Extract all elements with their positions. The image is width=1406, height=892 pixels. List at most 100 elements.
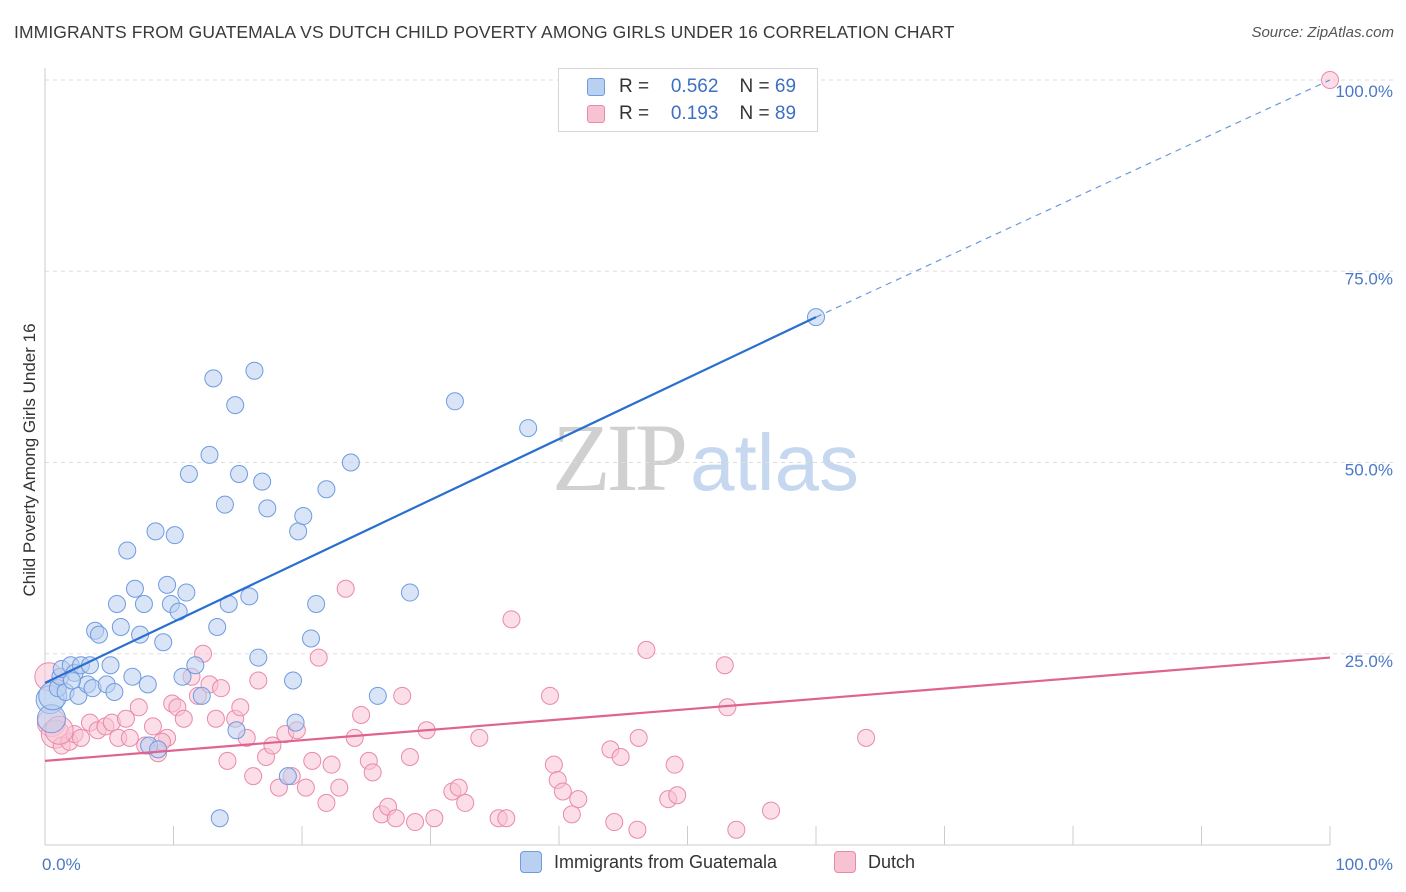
legend-n-label: N = [739,76,770,97]
series-swatch-guatemala [520,851,542,873]
dutch-point [116,709,135,728]
guatemala-point [286,713,305,732]
dutch-point [605,813,624,832]
dutch-point [309,648,328,667]
dutch-point [628,820,647,839]
dutch-point [71,728,90,747]
guatemala-point [284,671,303,690]
guatemala-point [111,617,130,636]
dutch-point [231,698,250,717]
dutch-point [296,778,315,797]
guatemala-point [138,675,157,694]
guatemala-point [215,495,234,514]
dutch-point [400,748,419,767]
y-tick-label: 75.0% [1345,269,1393,288]
series-legend-dutch[interactable]: Dutch [834,851,915,873]
guatemala-point [146,522,165,541]
dutch-point [762,801,781,820]
guatemala-point [249,648,268,667]
dutch-point [174,709,193,728]
dutch-point [637,640,656,659]
guatemala-point [173,667,192,686]
dutch-point [665,755,684,774]
guatemala-point [186,656,205,675]
dutch-point [143,717,162,736]
legend-r-value: 0.193 [670,103,719,124]
guatemala-point [240,587,259,606]
series-swatch-dutch [834,851,856,873]
guatemala-point [227,721,246,740]
dutch-point [352,705,371,724]
guatemala-point [210,809,229,828]
dutch-point [120,728,139,747]
guatemala-point [118,541,137,560]
x-tick-label: 0.0% [42,855,81,874]
series-label-dutch: Dutch [868,851,916,872]
dutch-point [244,767,263,786]
legend-r-label: R = [619,103,650,124]
dutch-point [553,782,572,801]
guatemala-point [62,671,81,690]
series-legend: Immigrants from Guatemala Dutch [0,851,1406,877]
guatemala-point [519,419,538,438]
legend-row-dutch: R = 0.193 N = 89 [587,100,796,128]
guatemala-point [125,579,144,598]
chart-title: IMMIGRANTS FROM GUATEMALA VS DUTCH CHILD… [14,22,955,42]
guatemala-point [200,445,219,464]
guatemala-point [123,667,142,686]
guatemala-point [341,453,360,472]
guatemala-point [192,686,211,705]
dutch-point [668,786,687,805]
legend-n-value: 89 [774,103,797,124]
guatemala-point [258,499,277,518]
dutch-point [456,793,475,812]
guatemala-trend-line [44,316,817,684]
y-tick-label: 25.0% [1345,652,1393,671]
guatemala-point [204,369,223,388]
guatemala-point [89,625,108,644]
tick-labels: 25.0% 50.0% 75.0% 100.0% 0.0% 100.0% [42,82,1393,874]
dutch-point [715,656,734,675]
guatemala-point [294,507,313,526]
guatemala-point [101,656,120,675]
guatemala-point [134,595,153,614]
guatemala-point [245,361,264,380]
guatemala-point [253,472,272,491]
legend-swatch-dutch [587,105,605,123]
guatemala-point [301,629,320,648]
x-tick-label: 100.0% [1335,855,1393,874]
dutch-point [562,805,581,824]
guatemala-point [289,522,308,541]
dutch-points [34,71,1339,839]
guatemala-point [158,575,177,594]
guatemala-point [307,595,326,614]
dutch-point [502,610,521,629]
guatemala-trend-extension [815,79,1331,318]
dutch-point [206,709,225,728]
dutch-point [541,686,560,705]
guatemala-point [400,583,419,602]
legend-r-value: 0.562 [670,76,719,97]
guatemala-point [278,767,297,786]
legend-swatch-guatemala [587,78,605,96]
dutch-point [129,698,148,717]
dutch-point [611,748,630,767]
dutch-point [569,790,588,809]
dutch-point [727,820,746,839]
dutch-point [449,778,468,797]
dutch-point [363,763,382,782]
guatemala-point [154,633,173,652]
guatemala-point [226,396,245,415]
y-tick-label: 50.0% [1345,461,1393,480]
correlation-legend: R = 0.562 N = 69 R = 0.193 N = 89 [558,68,818,132]
guatemala-point [165,526,184,545]
guatemala-point [445,392,464,411]
dutch-point [317,793,336,812]
dutch-point [386,809,405,828]
series-legend-guatemala[interactable]: Immigrants from Guatemala [520,851,777,873]
legend-n-value: 69 [774,76,797,97]
legend-row-guatemala: R = 0.562 N = 69 [587,73,796,101]
guatemala-point [105,683,124,701]
y-tick-label: 100.0% [1335,82,1393,101]
